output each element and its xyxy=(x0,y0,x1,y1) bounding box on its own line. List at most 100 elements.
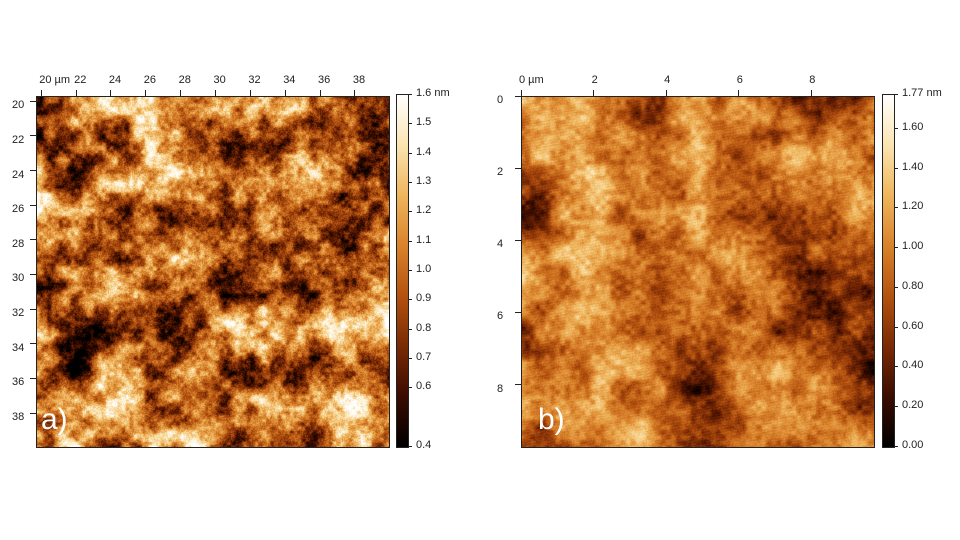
colorbar-label: 1.6 nm xyxy=(416,87,450,99)
x-tick-label: 34 xyxy=(283,74,296,86)
x-tick-mark xyxy=(249,90,251,96)
y-tick-label: 2 xyxy=(497,166,504,179)
x-tick-label: 28 xyxy=(178,74,191,86)
y-tick-mark xyxy=(30,170,36,171)
colorbar-tick xyxy=(408,270,412,271)
colorbar-tick xyxy=(894,207,898,209)
x-tick-label: 30 xyxy=(213,74,226,86)
colorbar-tick xyxy=(894,406,898,408)
x-tick-mark xyxy=(665,90,667,96)
y-tick-label: 36 xyxy=(12,376,25,389)
x-tick-label: 6 xyxy=(736,74,743,86)
x-tick-label: 2 xyxy=(591,74,598,86)
x-tick-mark xyxy=(145,90,147,96)
x-tick-mark xyxy=(284,90,286,96)
colorbar-label: 0.9 xyxy=(416,292,432,305)
x-tick-mark xyxy=(520,90,522,96)
colorbar-label: 1.20 xyxy=(902,200,924,213)
x-tick-label: 36 xyxy=(318,74,331,86)
height-map-canvas-a xyxy=(37,97,389,447)
y-tick-label: 8 xyxy=(497,382,504,395)
panel-label-a: a) xyxy=(41,403,68,436)
colorbar-label: 1.60 xyxy=(902,120,924,133)
colorbar-label: 1.5 xyxy=(416,116,432,129)
colorbar-tick xyxy=(408,358,412,359)
x-tick-mark xyxy=(75,90,77,96)
colorbar-label: 1.3 xyxy=(416,175,432,187)
colorbar-tick xyxy=(408,211,412,213)
y-tick-label: 34 xyxy=(12,341,25,354)
colorbar-a xyxy=(396,94,409,448)
colorbar-label: 1.2 xyxy=(416,204,432,217)
y-tick-mark xyxy=(515,95,521,97)
colorbar-label: 0.60 xyxy=(902,319,924,332)
y-tick-label: 32 xyxy=(12,307,25,320)
colorbar-tick xyxy=(408,328,412,330)
y-tick-mark xyxy=(515,311,521,313)
y-tick-label: 20 xyxy=(12,99,25,112)
y-tick-label: 0 xyxy=(497,94,504,106)
colorbar-label: 1.00 xyxy=(902,240,924,253)
x-tick-mark xyxy=(319,90,321,96)
x-tick-label: 24 xyxy=(108,74,122,86)
y-tick-label: 22 xyxy=(12,133,25,146)
colorbar-tick xyxy=(408,94,412,95)
colorbar-label: 0.6 xyxy=(416,380,432,393)
y-tick-mark xyxy=(30,273,36,275)
colorbar-label: 0.00 xyxy=(902,439,924,451)
colorbar-tick xyxy=(894,326,898,328)
y-tick-mark xyxy=(30,135,36,137)
x-tick-mark xyxy=(810,90,812,96)
x-tick-label: 32 xyxy=(248,74,261,86)
y-tick-label: 26 xyxy=(12,203,25,216)
y-tick-mark xyxy=(30,204,36,206)
colorbar-label: 1.1 xyxy=(416,233,432,246)
x-tick-label: 20 µm xyxy=(39,74,71,86)
colorbar-label: 1.0 xyxy=(416,263,432,275)
colorbar-label: 1.4 xyxy=(416,145,432,158)
x-tick-label: 22 xyxy=(74,74,87,86)
y-tick-mark xyxy=(30,412,36,414)
x-tick-mark xyxy=(214,90,216,96)
colorbar-label: 0.8 xyxy=(416,321,432,334)
colorbar-label: 0.20 xyxy=(902,399,924,412)
y-tick-label: 24 xyxy=(12,168,25,181)
y-tick-mark xyxy=(515,239,521,241)
colorbar-label: 0.7 xyxy=(416,351,432,363)
y-tick-label: 28 xyxy=(12,237,25,250)
height-map-canvas-b xyxy=(522,97,874,447)
colorbar-b xyxy=(882,94,895,448)
colorbar-label: 1.77 nm xyxy=(902,87,942,99)
colorbar-tick xyxy=(894,94,898,95)
colorbar-label: 0.40 xyxy=(902,359,924,372)
y-tick-mark xyxy=(30,239,36,241)
x-tick-label: 26 xyxy=(143,74,157,86)
colorbar-tick xyxy=(894,286,898,288)
y-tick-mark xyxy=(30,377,36,379)
y-tick-label: 38 xyxy=(12,411,25,424)
colorbar-label: 1.40 xyxy=(902,160,924,173)
y-tick-label: 4 xyxy=(497,238,504,251)
x-tick-mark xyxy=(110,90,112,96)
y-tick-mark xyxy=(30,308,36,310)
colorbar-tick xyxy=(408,123,412,125)
y-tick-mark xyxy=(515,384,521,386)
y-tick-label: 30 xyxy=(12,272,25,285)
x-tick-label: 0 µm xyxy=(519,74,544,86)
colorbar-tick xyxy=(408,446,412,447)
colorbar-tick xyxy=(408,182,412,183)
colorbar-tick xyxy=(894,446,898,447)
colorbar-tick xyxy=(894,366,898,368)
x-tick-mark xyxy=(738,90,740,96)
x-tick-mark xyxy=(180,90,182,96)
x-tick-mark xyxy=(40,90,42,96)
x-tick-mark xyxy=(354,90,356,96)
afm-height-map-b: b) xyxy=(521,96,875,448)
colorbar-tick xyxy=(408,299,412,301)
x-tick-mark xyxy=(593,90,595,96)
colorbar-tick xyxy=(408,152,412,154)
colorbar-tick xyxy=(408,240,412,242)
y-tick-mark xyxy=(515,167,521,169)
panel-label-b: b) xyxy=(538,403,565,436)
